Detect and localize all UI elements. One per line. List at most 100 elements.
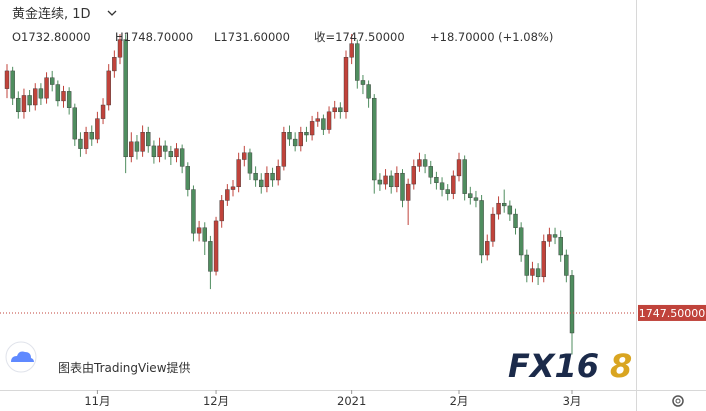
candle-body — [236, 159, 241, 188]
candle-body — [253, 172, 258, 181]
candle-body — [462, 159, 467, 194]
candle-body — [422, 159, 428, 167]
candle-body — [21, 95, 27, 113]
x-tick-label: 11月 — [84, 394, 110, 408]
candle-body — [83, 132, 89, 149]
candle-body — [4, 70, 10, 89]
candle-body — [202, 227, 207, 242]
last-price-label: 1747.50000 — [639, 307, 705, 320]
candle-body — [66, 91, 72, 108]
x-tick-label: 2021 — [337, 394, 366, 408]
candle-body — [179, 148, 185, 167]
candle-body — [564, 254, 569, 276]
x-tick-label: 3月 — [563, 394, 582, 408]
candle-body — [61, 91, 66, 102]
candle-body — [174, 148, 179, 158]
settings-icon[interactable] — [672, 395, 684, 407]
candle-body — [123, 39, 128, 158]
chart-title: 黄金连续, 1D — [12, 6, 91, 22]
candle-body — [535, 268, 541, 278]
candle-body — [428, 166, 433, 178]
plot-area — [4, 34, 575, 355]
candle-body — [372, 97, 377, 181]
candle-body — [27, 95, 32, 106]
candle-body — [38, 88, 44, 99]
candle-body — [468, 193, 473, 198]
candle-body — [383, 175, 388, 185]
candle-body — [451, 175, 456, 194]
candle-body — [247, 152, 253, 174]
candle-body — [270, 172, 275, 181]
candle-body — [44, 77, 49, 99]
candle-body — [332, 107, 337, 113]
candle-body — [50, 77, 55, 85]
candle-body — [434, 177, 439, 183]
candle-body — [485, 241, 490, 256]
candle-body — [55, 84, 61, 102]
candle-body — [490, 213, 496, 242]
legend-open: O1732.80000 — [12, 30, 91, 44]
gear-center — [675, 398, 681, 404]
legend-low: L1731.60000 — [214, 30, 290, 44]
candle-body — [151, 145, 157, 158]
candle-body — [95, 118, 100, 140]
x-tick-label: 2月 — [450, 394, 469, 408]
candle-body — [304, 132, 309, 136]
candle-body — [530, 268, 535, 276]
candle-body — [524, 254, 529, 276]
candle-body — [309, 121, 315, 136]
candle-body — [315, 118, 320, 122]
candle-body — [16, 97, 21, 113]
candle-body — [355, 43, 360, 81]
candle-body — [72, 107, 78, 140]
candle-body — [112, 57, 117, 72]
candle-body — [33, 88, 38, 106]
candle-body — [394, 172, 400, 188]
watermark: 图表由TradingView提供 — [58, 360, 191, 375]
candle-body — [321, 118, 326, 130]
candle-body — [276, 166, 281, 181]
last-price-tag — [638, 304, 706, 321]
candle-body — [219, 200, 224, 222]
candle-body — [360, 80, 366, 85]
legend-change: +18.70000 (+1.08%) — [430, 30, 553, 44]
candle-body — [259, 179, 264, 188]
candle-body — [264, 172, 270, 188]
candle-body — [191, 189, 196, 234]
candle-body — [417, 159, 422, 167]
candle-body — [287, 132, 292, 140]
candle-body — [541, 241, 546, 278]
logo-cloud — [11, 351, 34, 362]
candle-body — [405, 183, 411, 201]
candle-body — [129, 141, 134, 158]
candle-body — [569, 275, 575, 334]
logo-text: FX16 — [508, 347, 599, 385]
candle-body — [479, 200, 484, 256]
candle-body — [168, 151, 174, 158]
candle-body — [100, 104, 106, 119]
tradingview-logo[interactable] — [5, 341, 37, 373]
interval-chevron[interactable] — [107, 10, 117, 16]
candle-body — [349, 43, 354, 58]
candle-body — [366, 84, 371, 99]
candle-body — [292, 138, 298, 147]
candle-body — [400, 172, 405, 201]
candle-body — [298, 132, 303, 147]
candle-body — [140, 132, 145, 152]
candle-body — [208, 241, 213, 272]
candle-body — [377, 179, 383, 185]
candle-body — [157, 145, 162, 158]
candle-body — [473, 197, 479, 201]
logo-text: 8 — [610, 347, 632, 385]
candle-body — [281, 132, 287, 167]
candle-body — [146, 132, 151, 147]
candle-body — [496, 202, 501, 215]
candle-body — [558, 237, 563, 256]
x-tick-label: 12月 — [203, 394, 229, 408]
legend-close: 收=1747.50000 — [314, 30, 405, 44]
candle-body — [213, 220, 219, 272]
candle-body — [518, 227, 524, 256]
candle-body — [106, 70, 111, 106]
